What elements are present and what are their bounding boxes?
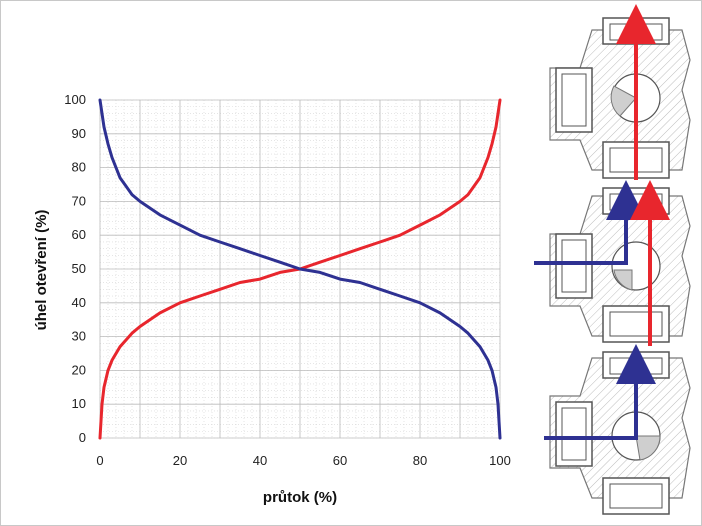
x-tick-label: 60 (333, 453, 347, 468)
y-tick-label: 0 (79, 430, 86, 445)
valve-side-port (555, 233, 593, 299)
x-tick-label: 40 (253, 453, 267, 468)
valve-bottom-port (602, 305, 670, 343)
y-tick-label: 20 (72, 362, 86, 377)
y-tick-label: 40 (72, 295, 86, 310)
valve-diagram-side (544, 344, 691, 515)
y-tick-label: 60 (72, 227, 86, 242)
y-tick-label: 100 (64, 92, 86, 107)
chart-series (98, 98, 502, 440)
flow-arrow-blue (544, 344, 656, 440)
valve-side-port (555, 401, 593, 467)
valve-side-port (555, 67, 593, 133)
valve-diagram-mixing (534, 180, 691, 346)
valve-diagram-straight (549, 4, 691, 180)
y-tick-label: 70 (72, 193, 86, 208)
chart-ticks: 0 10 20 30 40 50 60 70 80 90 100 0 20 40 60 80 100 (64, 92, 511, 468)
y-axis-title: úhel otevření (%) (33, 210, 50, 331)
series-line-2 (98, 98, 502, 440)
flow-arrow-blue (534, 180, 646, 265)
valve-bottom-port (602, 477, 670, 515)
x-tick-label: 20 (173, 453, 187, 468)
y-tick-label: 30 (72, 329, 86, 344)
y-tick-label: 80 (72, 160, 86, 175)
x-tick-label: 80 (413, 453, 427, 468)
y-tick-label: 50 (72, 261, 86, 276)
valve-ball (611, 241, 661, 291)
x-tick-label: 100 (489, 453, 511, 468)
x-axis-title: průtok (%) (263, 489, 337, 506)
x-tick-label: 0 (96, 453, 103, 468)
y-tick-label: 10 (72, 396, 86, 411)
y-tick-label: 90 (72, 126, 86, 141)
